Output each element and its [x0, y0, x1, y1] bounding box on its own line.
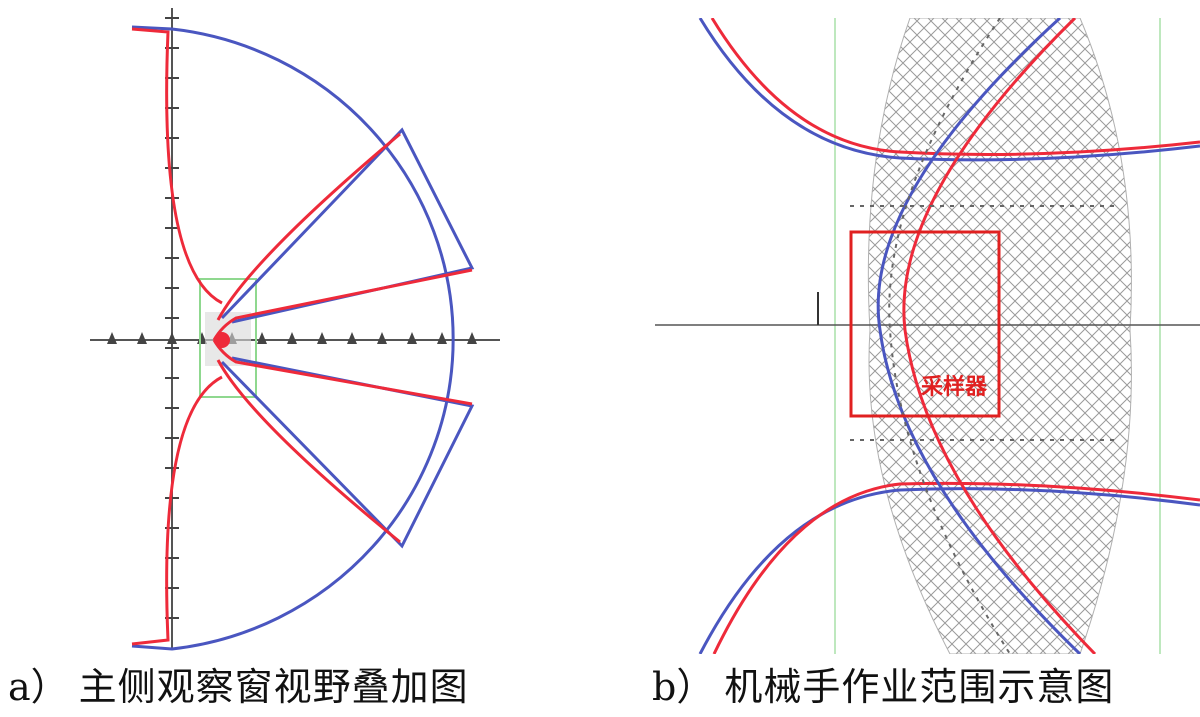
x-marker [257, 332, 267, 344]
bottom-arc-blue [698, 487, 1200, 654]
upper-cone-blue [220, 127, 475, 324]
green-window-frame [199, 278, 257, 398]
trajectory-red [902, 18, 1097, 654]
caption-b-letter: b） [652, 665, 715, 709]
x-marker [377, 332, 387, 344]
top-arc-red [710, 18, 1200, 156]
x-marker [437, 332, 447, 344]
caption-b: b） 机械手作业范围示意图 [652, 664, 1114, 710]
x-marker [167, 332, 177, 344]
sampler-box [849, 230, 1001, 418]
caption-a-letter: a） [8, 665, 69, 709]
bottom-arc-red [712, 481, 1200, 654]
x-marker [317, 332, 327, 344]
upper-cone-red [212, 132, 473, 341]
axes-a [90, 8, 500, 648]
lower-cone-red [212, 339, 473, 544]
sampler-label: 采样器 [920, 375, 987, 400]
trajectory-blue [876, 18, 1082, 654]
x-marker [407, 332, 417, 344]
x-marker [347, 332, 357, 344]
x-marker [287, 332, 297, 344]
panel-b-diagram [655, 18, 1200, 654]
outer-field-blue [131, 25, 455, 651]
x-marker [467, 332, 477, 344]
x-marker [137, 332, 147, 344]
axis-markers-a [107, 332, 477, 344]
x-marker [107, 332, 117, 344]
rail-lines [850, 18, 1120, 654]
caption-a: a） 主侧观察窗视野叠加图 [8, 664, 469, 710]
top-arc-blue [698, 18, 1200, 162]
panel-a-diagram [90, 8, 500, 651]
lower-cone-blue [220, 356, 475, 549]
caption-a-text: 主侧观察窗视野叠加图 [78, 665, 469, 709]
outer-field-red [131, 27, 223, 646]
caption-b-text: 机械手作业范围示意图 [724, 665, 1115, 709]
